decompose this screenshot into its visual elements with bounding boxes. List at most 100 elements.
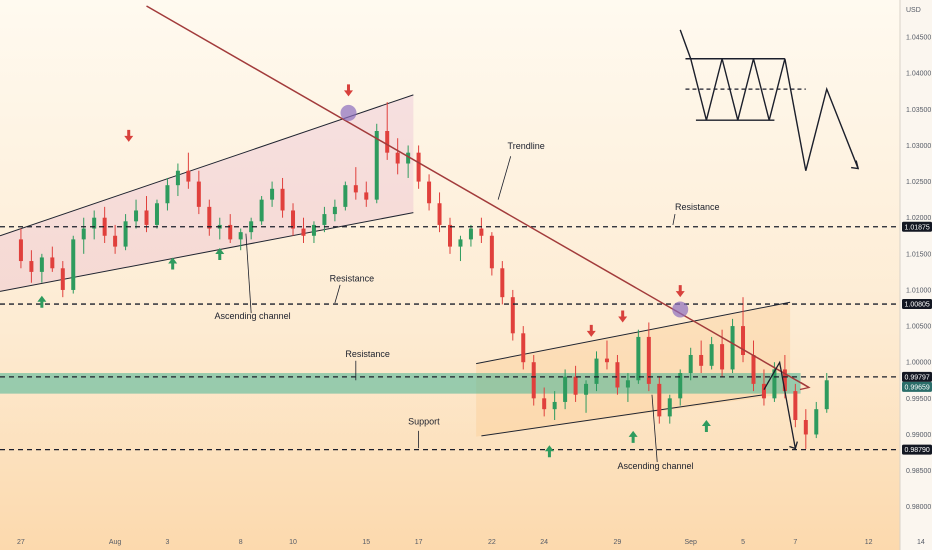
label-trendline-leader (497, 156, 512, 200)
candle-body (291, 210, 296, 229)
candle-body (18, 239, 23, 262)
candle-body (678, 373, 683, 399)
drawing-layer (0, 5, 900, 451)
label-ascending-channel-1: Ascending channel (215, 311, 291, 321)
candle-body (60, 268, 65, 290)
candle-body (510, 297, 515, 334)
candle-body (123, 221, 128, 247)
trendline-arrowhead (799, 381, 811, 391)
candle-body (803, 420, 808, 435)
x-tick-label: 27 (17, 539, 25, 546)
up-arrow-2 (168, 257, 178, 270)
ascending-channel-2-lower (481, 394, 765, 437)
candle-body (165, 185, 170, 204)
label-ascending-channel-2: Ascending channel (617, 461, 693, 471)
x-tick-label: 5 (741, 539, 745, 546)
candle-body (175, 170, 180, 186)
up-arrow-3 (215, 248, 225, 261)
price-level-badge (902, 299, 932, 310)
candle-body (657, 383, 662, 417)
candle-body (521, 333, 526, 363)
candle-body (364, 192, 369, 200)
x-tick-label: 8 (239, 539, 243, 546)
candle-body (385, 130, 390, 153)
candle-body (332, 206, 337, 215)
candle-body (751, 354, 756, 384)
y-tick-label: 0.98500 (906, 468, 931, 475)
candle-body (196, 181, 201, 207)
label-trendline: Trendline (508, 141, 545, 151)
y-tick-label: 0.98000 (906, 504, 931, 511)
candle-body (667, 398, 672, 417)
candle-body (489, 235, 494, 269)
down-arrow-5 (675, 285, 685, 298)
y-tick-label: 1.04000 (906, 71, 931, 78)
y-tick-label: 1.02000 (906, 215, 931, 222)
candle-body (280, 188, 285, 211)
candle-body (741, 326, 746, 355)
candle-body (458, 239, 463, 247)
x-tick-label: 3 (165, 539, 169, 546)
x-tick-label: 10 (289, 539, 297, 546)
price-level-label: 1.01875 (905, 224, 930, 231)
projection-arrowhead (789, 441, 798, 450)
candle-body (573, 376, 578, 395)
candle-body (793, 391, 798, 421)
candle-body (249, 221, 254, 233)
projection-path (763, 360, 796, 449)
candle-body (154, 203, 159, 225)
label-ascending-channel-1-leader (245, 233, 252, 314)
candle-body (563, 376, 568, 402)
label-resistance-upper-leader (672, 214, 676, 226)
price-level-badge (902, 381, 932, 392)
candle-body (584, 383, 589, 395)
ascending-channel-1-lower (0, 212, 414, 292)
touch-circle-2 (672, 301, 689, 318)
x-tick-label: 22 (488, 539, 496, 546)
candle-body (113, 235, 118, 247)
y-tick-label: 1.00000 (906, 360, 931, 367)
candle-body (311, 224, 316, 236)
up-arrow-5 (628, 430, 638, 443)
price-axis: 1.04500 1.04000 1.03500 1.03000 1.02500 1.020… (17, 0, 932, 550)
candle-body (594, 358, 599, 384)
candle-body (730, 326, 735, 370)
candle-body (416, 152, 421, 182)
up-arrow-4 (544, 445, 554, 458)
price-level-badge (902, 371, 932, 382)
ascending-channel-2-upper (476, 301, 791, 365)
candle-body (259, 199, 264, 222)
candle-body (92, 217, 97, 229)
candle-body (479, 228, 484, 236)
candle-body (238, 232, 243, 240)
x-tick-label: 12 (865, 539, 873, 546)
candle-body (531, 362, 536, 399)
x-tick-label: 14 (917, 539, 925, 546)
y-tick-label: 0.99500 (906, 396, 931, 403)
price-axis-panel (900, 0, 932, 550)
pattern-arrowhead (851, 160, 860, 170)
candle-body (406, 152, 411, 164)
axis-unit-label: USD (906, 7, 921, 14)
label-support: Support (408, 416, 440, 426)
label-resistance-upper: Resistance (675, 202, 720, 212)
down-arrow-1 (124, 129, 134, 142)
candle-body (437, 203, 442, 225)
candle-body (50, 257, 55, 269)
label-ascending-channel-2-leader (651, 394, 658, 462)
annotation-layer: Trendline Resistance Resistance Resistance A… (215, 141, 720, 471)
ascending-channel-1-fill (0, 94, 414, 292)
candle-body (552, 401, 557, 410)
candle-body (625, 380, 630, 388)
candle-body (448, 224, 452, 247)
up-arrow-1 (37, 295, 47, 308)
y-tick-label: 0.99000 (906, 432, 931, 439)
candle-body (500, 268, 505, 298)
x-tick-label: Aug (109, 539, 122, 546)
x-tick-label: 29 (614, 539, 622, 546)
price-level-label: 0.99797 (905, 374, 930, 381)
candle-body (761, 383, 766, 399)
trendline (146, 5, 810, 389)
y-tick-label: 1.02500 (906, 179, 931, 186)
